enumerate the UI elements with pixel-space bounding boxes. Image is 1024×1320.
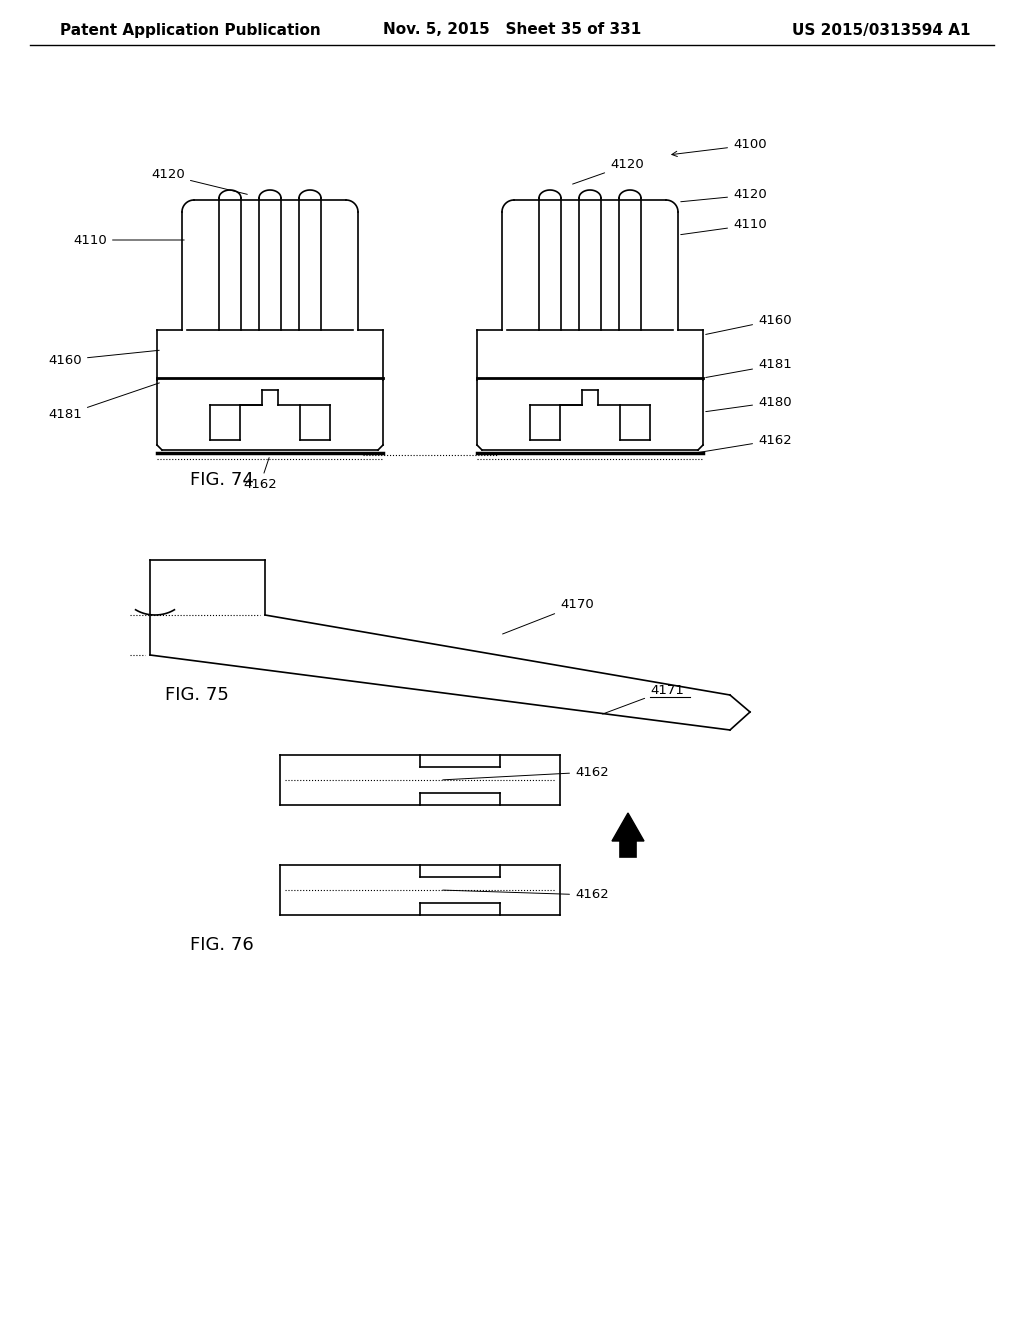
Bar <box>620 841 636 857</box>
Polygon shape <box>612 813 644 841</box>
Text: 4180: 4180 <box>706 396 792 412</box>
Text: 4162: 4162 <box>243 458 276 491</box>
Text: 4110: 4110 <box>681 219 767 235</box>
Text: Nov. 5, 2015   Sheet 35 of 331: Nov. 5, 2015 Sheet 35 of 331 <box>383 22 641 37</box>
Text: 4160: 4160 <box>48 350 160 367</box>
Text: 4100: 4100 <box>672 139 767 157</box>
Text: 4162: 4162 <box>686 433 792 454</box>
Text: 4120: 4120 <box>681 189 767 202</box>
Text: 4120: 4120 <box>152 169 248 194</box>
Text: 4162: 4162 <box>442 766 608 780</box>
Text: 4181: 4181 <box>48 383 160 421</box>
Text: 4160: 4160 <box>706 314 792 334</box>
Text: US 2015/0313594 A1: US 2015/0313594 A1 <box>792 22 970 37</box>
Text: 4171: 4171 <box>602 684 684 714</box>
Text: FIG. 74: FIG. 74 <box>190 471 254 488</box>
Text: Patent Application Publication: Patent Application Publication <box>60 22 321 37</box>
Text: 4181: 4181 <box>706 359 792 378</box>
Text: 4120: 4120 <box>572 158 644 183</box>
Text: FIG. 76: FIG. 76 <box>190 936 254 954</box>
Text: 4162: 4162 <box>442 888 608 902</box>
Text: FIG. 75: FIG. 75 <box>165 686 229 704</box>
Text: 4110: 4110 <box>74 234 184 247</box>
Text: 4170: 4170 <box>503 598 594 634</box>
